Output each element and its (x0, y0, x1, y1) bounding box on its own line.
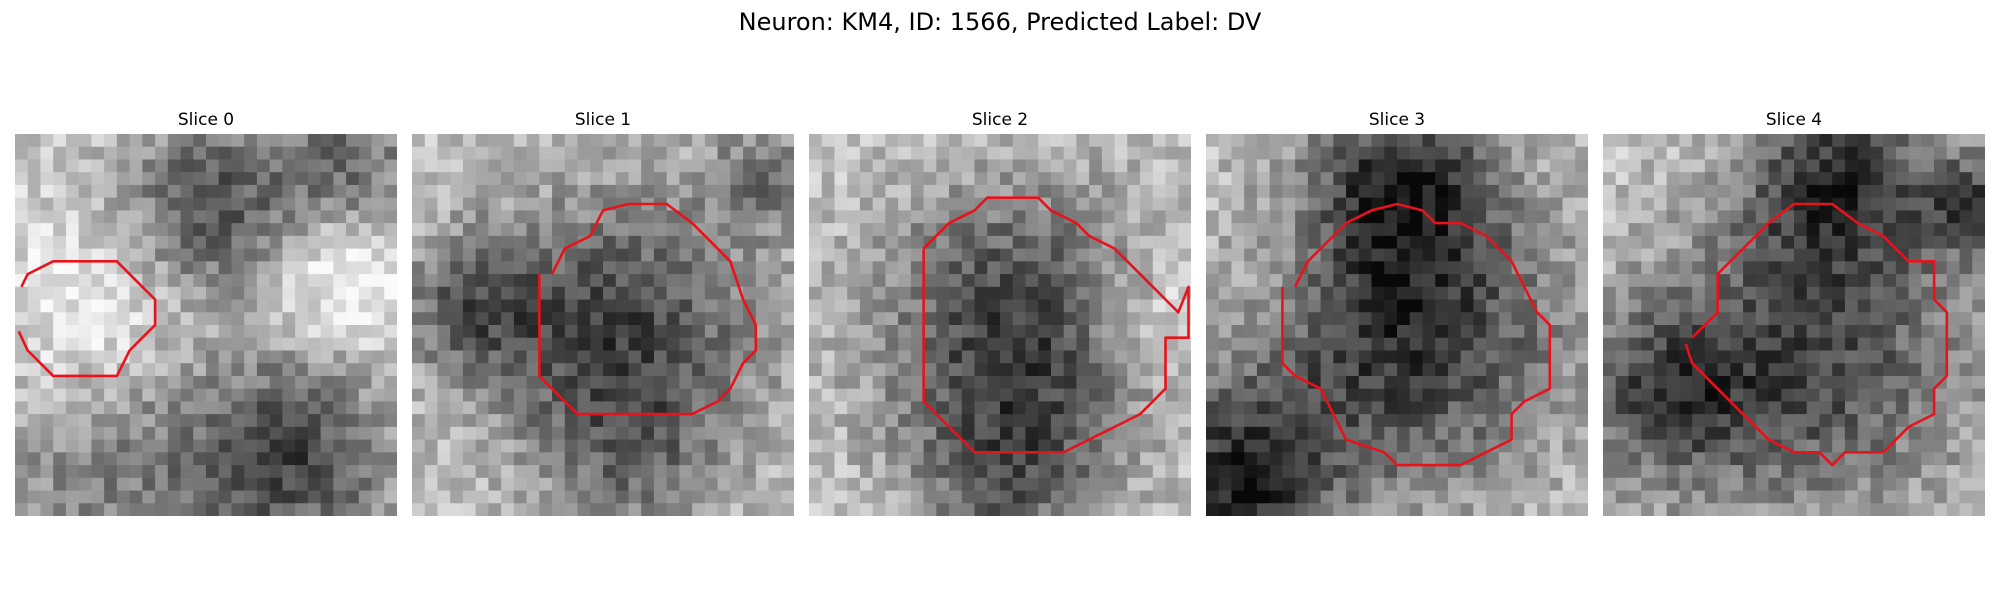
pixel-grid (1603, 134, 1985, 516)
pixel-grid (809, 134, 1191, 516)
pixel-grid (1206, 134, 1588, 516)
segmentation-contour (538, 202, 758, 416)
slice-title: Slice 3 (1368, 110, 1426, 130)
slice-image (1603, 134, 1985, 516)
slice-title: Slice 2 (971, 110, 1029, 130)
pixel-grid (412, 134, 794, 516)
slice-image (1206, 134, 1588, 516)
segmentation-contour (1281, 202, 1552, 467)
slice-image (15, 134, 397, 516)
slice-image (809, 134, 1191, 516)
segmentation-contour (922, 196, 1190, 454)
slice-image (412, 134, 794, 516)
segmentation-contour (1684, 202, 1949, 467)
segmentation-contour (17, 260, 157, 378)
figure-title: Neuron: KM4, ID: 1566, Predicted Label: … (738, 8, 1262, 36)
slice-title: Slice 1 (574, 110, 632, 130)
pixel-grid (15, 134, 397, 516)
slice-title: Slice 4 (1765, 110, 1823, 130)
slice-title: Slice 0 (177, 110, 235, 130)
